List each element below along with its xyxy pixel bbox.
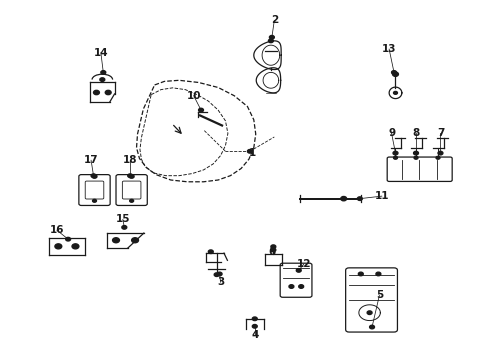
Circle shape: [376, 272, 381, 276]
Circle shape: [436, 156, 440, 159]
Text: 17: 17: [84, 155, 98, 165]
Text: 3: 3: [217, 277, 224, 287]
Text: 8: 8: [413, 129, 419, 138]
Circle shape: [128, 174, 133, 177]
Text: 15: 15: [116, 215, 130, 224]
Circle shape: [105, 90, 111, 95]
Circle shape: [393, 91, 397, 94]
Circle shape: [198, 108, 203, 112]
Circle shape: [217, 272, 222, 276]
Circle shape: [271, 245, 276, 248]
Circle shape: [269, 39, 273, 42]
Circle shape: [113, 238, 120, 243]
Circle shape: [369, 325, 374, 329]
Circle shape: [94, 90, 99, 95]
Text: 16: 16: [49, 225, 64, 235]
Circle shape: [93, 199, 97, 202]
Circle shape: [296, 269, 301, 272]
Text: 14: 14: [94, 48, 108, 58]
Circle shape: [130, 199, 134, 202]
Circle shape: [393, 151, 398, 155]
Text: 10: 10: [187, 91, 201, 101]
Text: 9: 9: [388, 129, 395, 138]
Circle shape: [252, 324, 257, 328]
Circle shape: [367, 311, 372, 315]
Circle shape: [341, 197, 346, 201]
Text: 13: 13: [382, 44, 396, 54]
Circle shape: [438, 151, 443, 155]
Text: 7: 7: [437, 129, 444, 138]
Text: 12: 12: [296, 259, 311, 269]
Circle shape: [392, 71, 396, 74]
Circle shape: [357, 197, 362, 201]
Circle shape: [101, 71, 106, 74]
Circle shape: [92, 175, 97, 178]
Circle shape: [270, 36, 274, 39]
Text: 18: 18: [123, 155, 137, 165]
Text: 1: 1: [249, 148, 256, 158]
Circle shape: [129, 175, 134, 178]
Circle shape: [55, 244, 62, 249]
Circle shape: [392, 72, 398, 76]
Text: 5: 5: [376, 291, 383, 301]
Circle shape: [208, 250, 213, 253]
Circle shape: [299, 285, 304, 288]
Circle shape: [66, 237, 71, 241]
Circle shape: [358, 272, 363, 276]
Circle shape: [132, 238, 139, 243]
Text: 11: 11: [374, 191, 389, 201]
Circle shape: [214, 273, 219, 276]
Circle shape: [393, 156, 397, 159]
Text: 2: 2: [270, 15, 278, 26]
Circle shape: [414, 156, 418, 159]
Circle shape: [247, 149, 252, 153]
Circle shape: [252, 317, 257, 320]
Circle shape: [100, 78, 105, 81]
Circle shape: [414, 151, 418, 155]
Circle shape: [289, 285, 294, 288]
Text: 4: 4: [251, 330, 258, 340]
Circle shape: [271, 248, 276, 252]
Circle shape: [122, 226, 127, 229]
Text: 6: 6: [268, 247, 275, 257]
Circle shape: [91, 174, 96, 177]
Circle shape: [72, 244, 79, 249]
